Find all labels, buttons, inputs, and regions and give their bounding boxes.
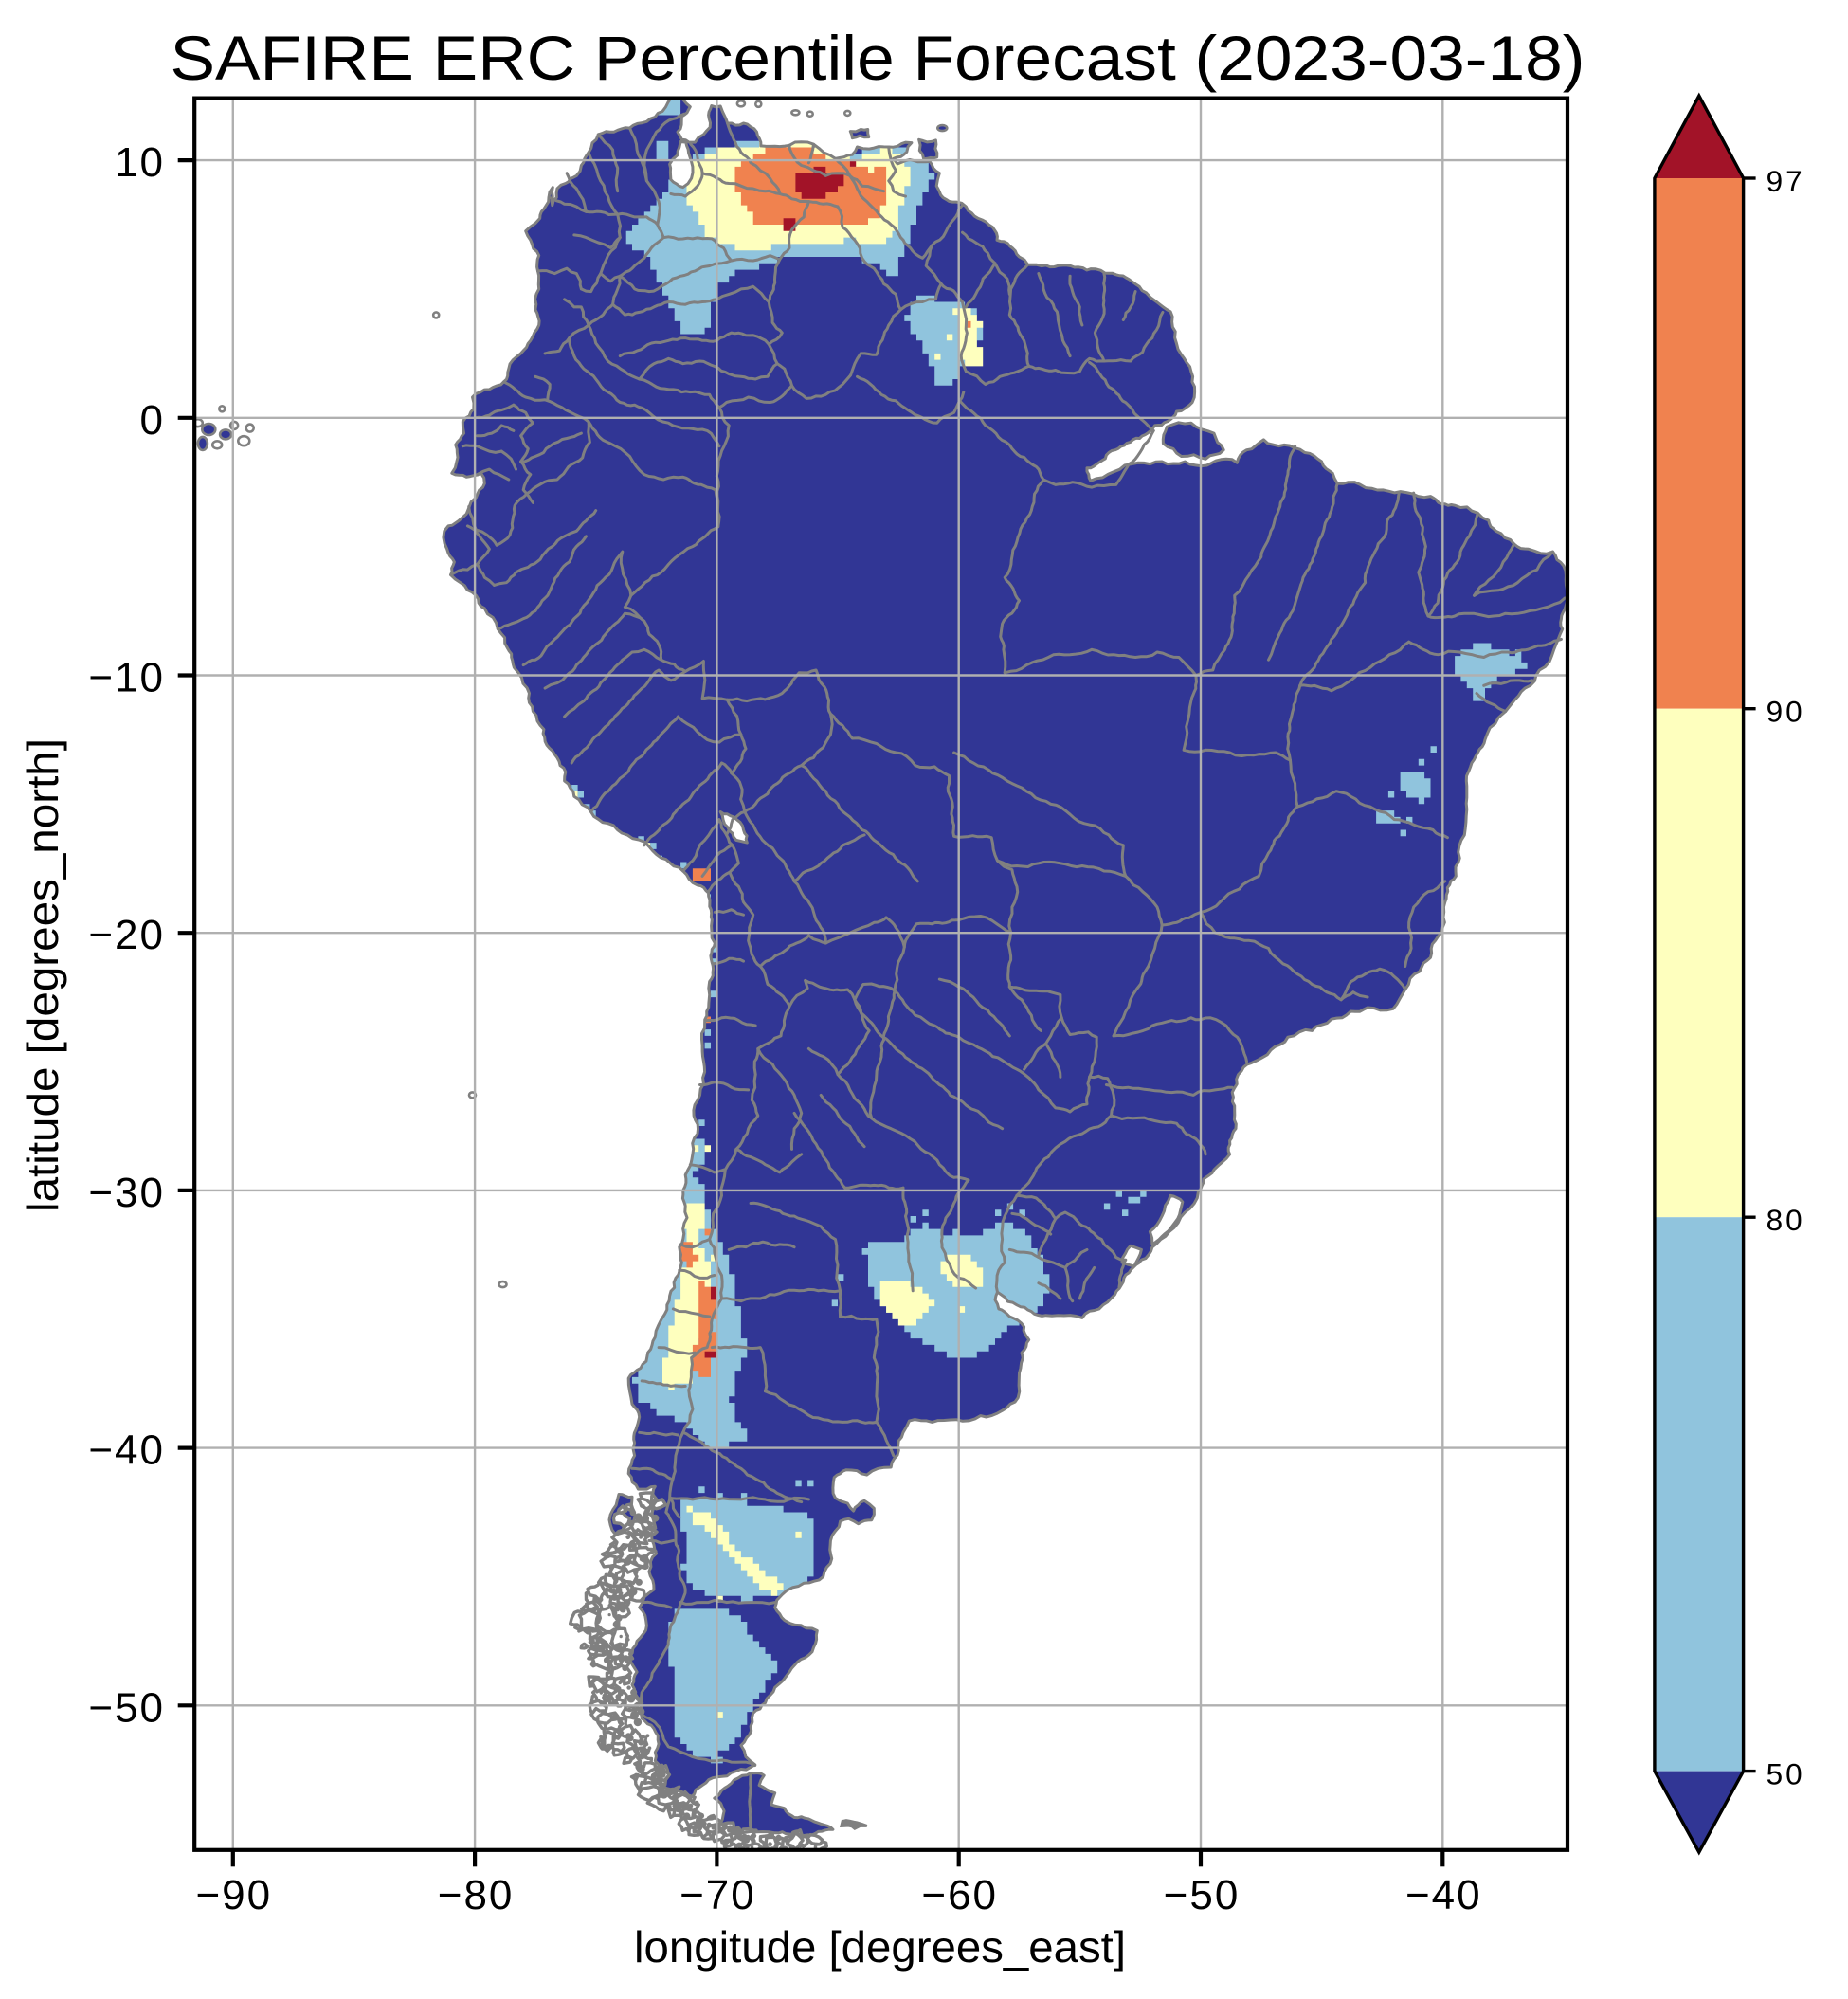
svg-text:−50: −50 (88, 1684, 165, 1731)
svg-text:80: 80 (1766, 1203, 1805, 1237)
svg-text:−10: −10 (88, 655, 165, 701)
svg-text:10: 10 (115, 139, 165, 186)
svg-text:−20: −20 (88, 912, 165, 958)
svg-text:−40: −40 (1405, 1872, 1482, 1918)
svg-text:−90: −90 (195, 1872, 272, 1918)
svg-text:latitude [degrees_north]: latitude [degrees_north] (18, 738, 67, 1212)
svg-text:90: 90 (1766, 695, 1805, 729)
svg-text:0: 0 (140, 397, 165, 444)
svg-text:SAFIRE ERC Percentile Forecast: SAFIRE ERC Percentile Forecast (2023-03-… (171, 23, 1585, 93)
svg-text:longitude [degrees_east]: longitude [degrees_east] (634, 1922, 1126, 1972)
svg-text:−40: −40 (88, 1427, 165, 1474)
svg-text:−60: −60 (921, 1872, 998, 1918)
svg-text:50: 50 (1766, 1757, 1805, 1791)
svg-text:−70: −70 (679, 1872, 756, 1918)
svg-text:−50: −50 (1164, 1872, 1241, 1918)
svg-text:−80: −80 (438, 1872, 515, 1918)
svg-text:−30: −30 (88, 1170, 165, 1216)
svg-text:97: 97 (1766, 164, 1805, 198)
